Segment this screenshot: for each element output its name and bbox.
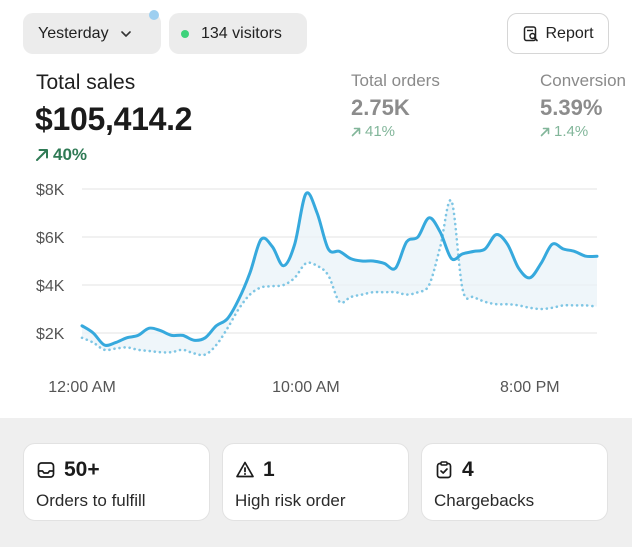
chargebacks-count: 4 — [462, 458, 474, 481]
x-tick-label: 10:00 AM — [272, 379, 340, 396]
conversion-title: Conversion — [540, 71, 626, 90]
x-tick-label: 8:00 PM — [500, 379, 560, 396]
orders-to-fulfill-label: Orders to fulfill — [36, 491, 146, 510]
total-orders-metric[interactable]: Total orders 2.75K 41% — [351, 71, 440, 140]
total-sales-title[interactable]: Total sales — [36, 71, 136, 94]
notification-dot — [149, 10, 159, 20]
visitors-count: 134 visitors — [201, 24, 282, 42]
total-orders-change-value: 41% — [365, 123, 396, 140]
high-risk-order-card[interactable]: 1 High risk order — [222, 443, 409, 521]
inbox-icon — [37, 462, 55, 478]
y-axis-ticks: $8K $6K $4K $2K — [36, 182, 65, 343]
total-orders-title: Total orders — [351, 71, 440, 90]
chargebacks-label: Chargebacks — [434, 491, 535, 510]
clipboard-check-icon — [436, 461, 452, 479]
total-sales-change-value: 40% — [53, 145, 88, 164]
x-tick-label: 12:00 AM — [48, 379, 116, 396]
x-axis-ticks: 12:00 AM 10:00 AM 8:00 PM — [48, 379, 559, 396]
arrow-up-right-icon — [540, 127, 550, 136]
total-sales-change: 40% — [35, 145, 87, 165]
conversion-value: 5.39% — [540, 95, 603, 120]
current-series-line — [80, 191, 599, 347]
high-risk-order-count: 1 — [263, 458, 275, 481]
total-orders-value: 2.75K — [351, 95, 410, 120]
report-button[interactable]: Report — [507, 13, 609, 54]
conversion-change-value: 1.4% — [554, 123, 589, 140]
summary-strip: 50+ Orders to fulfill 1 High risk order … — [0, 418, 632, 547]
date-range-selector[interactable]: Yesterday — [23, 13, 161, 54]
arrow-up-right-icon — [351, 127, 361, 136]
chevron-down-icon — [120, 30, 131, 37]
orders-to-fulfill-count: 50+ — [64, 458, 100, 481]
orders-to-fulfill-card[interactable]: 50+ Orders to fulfill — [23, 443, 210, 521]
y-tick-label: $2K — [36, 326, 65, 343]
high-risk-order-label: High risk order — [235, 491, 346, 510]
comparison-series-line — [80, 199, 599, 357]
date-range-label: Yesterday — [38, 24, 109, 42]
report-button-label: Report — [545, 24, 594, 42]
sales-area-fill — [82, 192, 597, 356]
live-visitors-pill[interactable]: 134 visitors — [169, 13, 307, 54]
y-tick-label: $6K — [36, 230, 65, 247]
conversion-metric[interactable]: Conversion 5.39% 1.4% — [540, 71, 626, 140]
conversion-change: 1.4% — [540, 123, 626, 140]
live-status-dot — [181, 29, 189, 38]
report-icon — [524, 25, 539, 41]
y-tick-label: $4K — [36, 278, 65, 295]
total-orders-change: 41% — [351, 123, 440, 140]
warning-icon — [236, 461, 254, 478]
total-sales-value: $105,414.2 — [35, 101, 193, 137]
chargebacks-card[interactable]: 4 Chargebacks — [421, 443, 608, 521]
analytics-card: Yesterday 134 visitors Report Total sale… — [0, 10, 632, 402]
arrow-up-right-icon — [36, 149, 48, 161]
y-tick-label: $8K — [36, 182, 65, 199]
sales-line-chart[interactable]: $8K $6K $4K $2K 12:00 AM 10:00 AM 8:00 PM — [0, 170, 632, 402]
